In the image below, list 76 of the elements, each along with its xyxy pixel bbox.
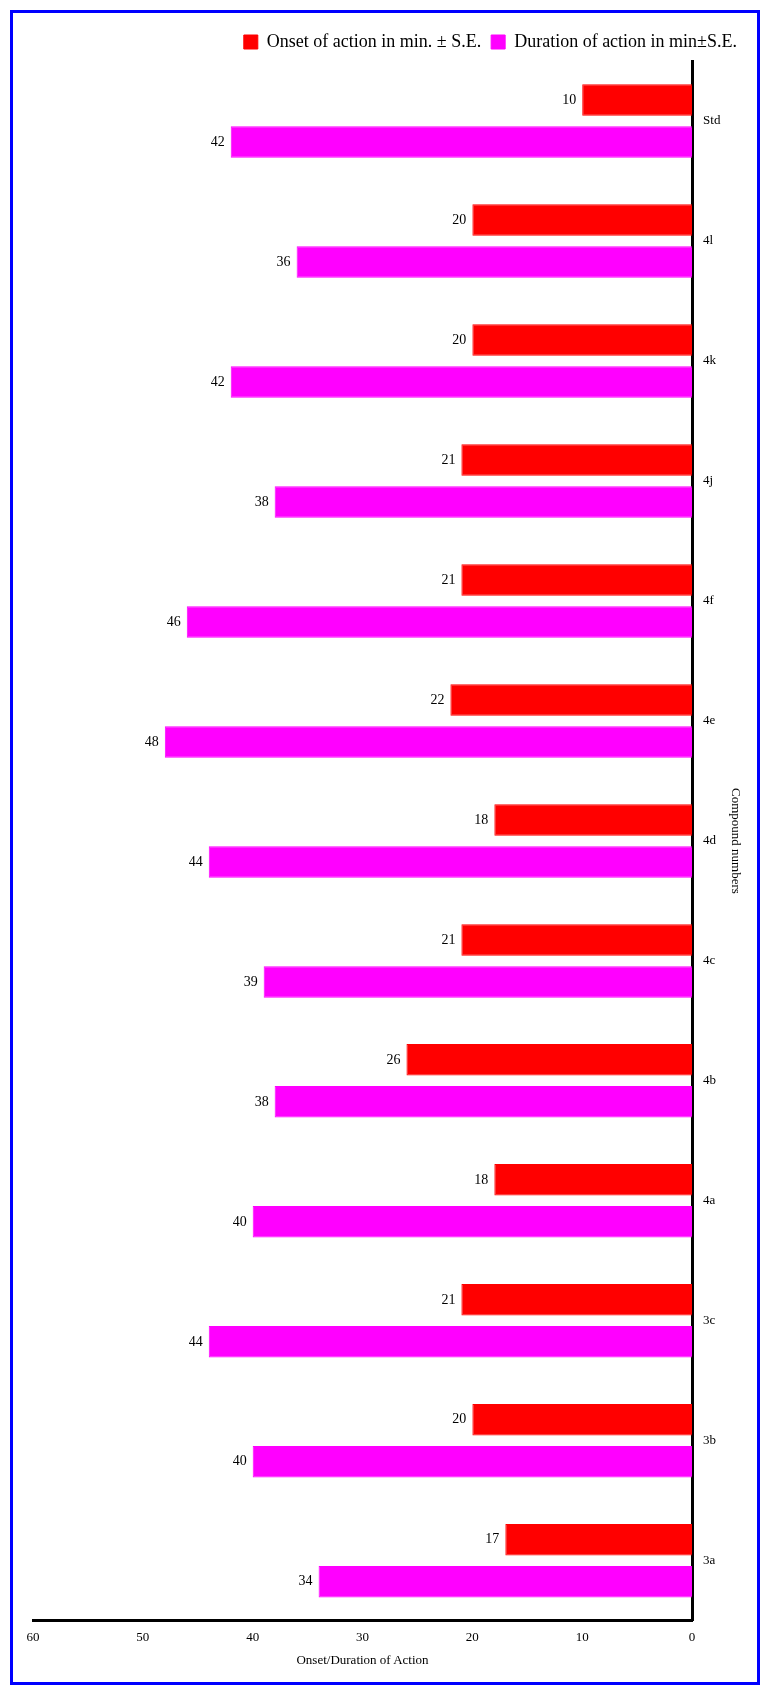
bar	[263, 966, 693, 998]
bar	[318, 1566, 693, 1598]
data-label: 18	[474, 1171, 489, 1187]
data-label: 20	[452, 1411, 467, 1427]
bar	[274, 1086, 693, 1118]
y-tick-label: 4a	[703, 1192, 716, 1208]
y-tick-label: 4k	[703, 352, 717, 368]
data-label: 40	[232, 1213, 247, 1229]
y-tick-label: Std	[703, 112, 721, 128]
bar	[461, 564, 693, 596]
bar	[208, 846, 693, 878]
data-label: 44	[188, 1333, 203, 1349]
y-axis-title: Compound numbers	[728, 787, 744, 894]
bar	[208, 1326, 693, 1358]
legend-label: Onset of action in min. ± S.E.	[266, 30, 482, 51]
data-label: 21	[441, 1291, 456, 1307]
data-label: 21	[441, 571, 456, 587]
x-tick-label: 30	[356, 1629, 370, 1645]
data-label: 21	[441, 451, 456, 467]
data-label: 17	[485, 1531, 500, 1547]
y-tick-label: 3c	[703, 1312, 716, 1328]
data-label: 34	[298, 1573, 313, 1589]
y-tick-label: 4c	[703, 952, 716, 968]
data-label: 20	[452, 211, 467, 227]
bar	[252, 1206, 693, 1238]
y-tick-label: 3b	[703, 1432, 717, 1448]
data-label: 39	[243, 973, 258, 989]
x-axis-title: Onset/Duration of Action	[296, 1651, 430, 1667]
data-label: 38	[254, 493, 269, 509]
bar	[164, 726, 693, 758]
data-label: 42	[210, 373, 225, 389]
bar	[296, 246, 693, 278]
legend-label: Duration of action in min±S.E.	[514, 30, 738, 51]
bar	[582, 84, 693, 116]
data-label: 36	[276, 253, 291, 269]
bar	[252, 1446, 693, 1478]
data-label: 48	[144, 733, 159, 749]
x-tick-label: 20	[465, 1629, 479, 1645]
data-label: 44	[188, 853, 203, 869]
bar	[406, 1044, 693, 1076]
y-tick-label: 4b	[703, 1072, 717, 1088]
bar	[274, 486, 693, 518]
y-tick-label: 4l	[703, 232, 714, 248]
y-tick-label: 3a	[703, 1552, 716, 1568]
y-tick-label: 4j	[703, 472, 714, 488]
bar	[494, 804, 693, 836]
bar	[461, 924, 693, 956]
bar	[230, 126, 693, 158]
data-label: 18	[474, 811, 489, 827]
bar	[505, 1524, 693, 1556]
data-label: 22	[430, 691, 445, 707]
bar	[472, 324, 693, 356]
bar	[450, 684, 693, 716]
x-tick-label: 0	[688, 1629, 696, 1645]
x-tick-label: 10	[575, 1629, 589, 1645]
y-tick-label: 4f	[703, 592, 715, 608]
bar	[230, 366, 693, 398]
data-label: 40	[232, 1453, 247, 1469]
x-tick-label: 40	[246, 1629, 260, 1645]
data-label: 42	[210, 133, 225, 149]
y-tick-label: 4d	[703, 832, 717, 848]
data-label: 20	[452, 331, 467, 347]
bar	[461, 444, 693, 476]
bar	[494, 1164, 693, 1196]
x-tick-label: 60	[26, 1629, 40, 1645]
data-label: 46	[166, 613, 181, 629]
data-label: 21	[441, 931, 456, 947]
bar	[472, 1404, 693, 1436]
data-label: 26	[386, 1051, 401, 1067]
data-label: 38	[254, 1093, 269, 1109]
data-label: 10	[562, 91, 577, 107]
bar	[461, 1284, 693, 1316]
x-tick-label: 50	[136, 1629, 150, 1645]
bar	[472, 204, 693, 236]
y-tick-label: 4e	[703, 712, 716, 728]
bar	[186, 606, 693, 638]
